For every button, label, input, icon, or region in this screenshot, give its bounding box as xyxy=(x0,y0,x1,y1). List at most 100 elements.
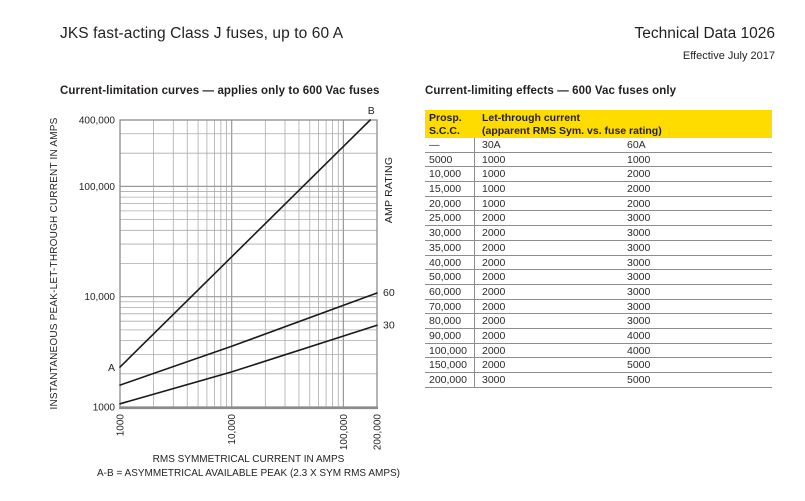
column-header-let-through-current: Let-through current (apparent RMS Sym. v… xyxy=(482,110,772,138)
rating-30a-cell: 2000 xyxy=(482,241,506,254)
x-tick-label: 1000 xyxy=(116,414,127,437)
column-header-line: (apparent RMS Sym. vs. fuse rating) xyxy=(482,124,662,137)
prospective-scc-cell: 150,000 xyxy=(425,358,475,372)
rating-30a-cell: 2000 xyxy=(482,359,506,372)
table-row: 80,000 2000 3000 xyxy=(425,314,772,329)
prospective-scc-cell: 5000 xyxy=(425,152,475,167)
rating-60a-cell: 3000 xyxy=(627,315,651,328)
x-axis-caption: RMS SYMMETRICAL CURRENT IN AMPS xyxy=(153,454,345,465)
prospective-scc-cell: 80,000 xyxy=(425,314,475,328)
curve-label-30: 30 xyxy=(383,319,395,331)
y-tick-label: 1000 xyxy=(93,403,116,414)
rating-60a-cell: 4000 xyxy=(627,344,651,357)
rating-60a-cell: 3000 xyxy=(627,227,651,240)
table-row: 15,000 1000 2000 xyxy=(425,182,772,197)
rating-60a-cell: 60A xyxy=(627,139,646,151)
table-subheader-row: — 30A 60A xyxy=(425,138,772,153)
table-row: 100,000 2000 4000 xyxy=(425,343,772,359)
table-header-row: Prosp. S.C.C. Let-through current (appar… xyxy=(425,110,772,138)
x-tick-label: 100,000 xyxy=(339,414,350,451)
rating-30a-cell: 3000 xyxy=(482,374,506,386)
prospective-scc-cell: 90,000 xyxy=(425,328,475,343)
page-title: JKS fast-acting Class J fuses, up to 60 … xyxy=(60,25,344,42)
rating-30a-cell: 1000 xyxy=(482,153,506,166)
rating-60a-cell: 3000 xyxy=(627,300,651,313)
curve-60A-fuse-peak-let-through xyxy=(119,292,378,386)
curve-label-B: B xyxy=(368,105,375,117)
rating-30a-cell: 1000 xyxy=(482,168,506,181)
curve-label-A: A xyxy=(108,362,115,374)
x-tick-label: 200,000 xyxy=(373,414,384,451)
table-row: 150,000 2000 5000 xyxy=(425,358,772,373)
prospective-scc-cell: — xyxy=(425,138,475,152)
table-body: —30A 60A 5000 1000 1000 10,000 1000 2000 15,000 1… xyxy=(425,138,772,388)
column-header-line: Prosp. xyxy=(429,112,462,124)
column-header-line: Let-through current xyxy=(482,112,580,124)
right-axis-title: AMP RATING xyxy=(383,157,395,223)
prospective-scc-cell: 35,000 xyxy=(425,240,475,255)
table-row: 70,000 2000 3000 xyxy=(425,299,772,315)
current-limitation-chart: A B 60 30 1000 10,000 100,000 400,000 1000 10,000… xyxy=(49,105,400,479)
prospective-scc-cell: 25,000 xyxy=(425,211,475,226)
rating-60a-cell: 2000 xyxy=(627,183,651,196)
rating-30a-cell: 1000 xyxy=(482,183,506,196)
table-row: 25,000 2000 3000 xyxy=(425,211,772,227)
effective-date: Effective July 2017 xyxy=(682,50,775,62)
prospective-scc-cell: 50,000 xyxy=(425,270,475,284)
rating-60a-cell: 2000 xyxy=(627,197,651,210)
table-row: 10,000 1000 2000 xyxy=(425,167,772,183)
prospective-scc-cell: 20,000 xyxy=(425,196,475,211)
rating-60a-cell: 3000 xyxy=(627,271,651,284)
curve-label-60: 60 xyxy=(383,287,395,299)
rating-30a-cell: 2000 xyxy=(482,300,506,313)
rating-30a-cell: 1000 xyxy=(482,197,506,210)
table-row: 40,000 2000 3000 xyxy=(425,255,772,271)
prospective-scc-cell: 15,000 xyxy=(425,182,475,196)
table-row: 20,000 1000 2000 xyxy=(425,196,772,212)
rating-60a-cell: 3000 xyxy=(627,212,651,225)
rating-30a-cell: 2000 xyxy=(482,344,506,357)
table-row: 90,000 2000 4000 xyxy=(425,328,772,344)
y-tick-label: 400,000 xyxy=(79,116,116,127)
rating-30a-cell: 2000 xyxy=(482,256,506,269)
y-axis-title: INSTANTANEOUS PEAK-LET-THROUGH CURRENT I… xyxy=(49,117,60,409)
document-meta: Technical Data 1026 Effective July 2017 xyxy=(635,25,775,62)
chart-section-title: Current-limitation curves — applies only… xyxy=(60,85,380,97)
rating-30a-cell: 2000 xyxy=(482,329,506,342)
column-header-line: S.C.C. xyxy=(429,124,460,137)
rating-30a-cell: 2000 xyxy=(482,212,506,225)
prospective-scc-cell: 40,000 xyxy=(425,255,475,270)
prospective-scc-cell: 30,000 xyxy=(425,226,475,240)
rating-30a-cell: 2000 xyxy=(482,271,506,284)
y-tick-label: 10,000 xyxy=(84,292,115,303)
y-tick-label: 100,000 xyxy=(79,182,116,193)
table-row: 35,000 2000 3000 xyxy=(425,240,772,256)
rating-30a-cell: 2000 xyxy=(482,227,506,240)
table-row: 200,000 3000 5000 xyxy=(425,373,772,388)
table-row: 50,000 2000 3000 xyxy=(425,270,772,285)
current-limiting-effects-table: Prosp. S.C.C. Let-through current (appar… xyxy=(425,110,772,388)
rating-30a-cell: 2000 xyxy=(482,315,506,328)
a-b-definition-caption: A-B = ASYMMETRICAL AVAILABLE PEAK (2.3 X… xyxy=(97,468,400,479)
table-row: 30,000 2000 3000 xyxy=(425,226,772,241)
document-number: Technical Data 1026 xyxy=(634,25,775,42)
column-header-prospective-scc: Prosp. S.C.C. xyxy=(425,110,482,138)
prospective-scc-cell: 200,000 xyxy=(425,373,475,387)
curve-30A-fuse-peak-let-through xyxy=(119,324,378,405)
curve-asymmetrical-available-peak-A-B xyxy=(119,119,372,368)
prospective-scc-cell: 70,000 xyxy=(425,299,475,314)
rating-60a-cell: 5000 xyxy=(627,359,651,372)
x-tick-label: 10,000 xyxy=(227,414,238,445)
table-row: 60,000 2000 3000 xyxy=(425,284,772,300)
rating-60a-cell: 3000 xyxy=(627,285,651,298)
rating-60a-cell: 1000 xyxy=(627,153,651,166)
table-row: 5000 1000 1000 xyxy=(425,152,772,168)
rating-60a-cell: 3000 xyxy=(627,256,651,269)
rating-60a-cell: 2000 xyxy=(627,168,651,181)
rating-30a-cell: 2000 xyxy=(482,285,506,298)
table-section-title: Current-limiting effects — 600 Vac fuses… xyxy=(425,85,677,97)
rating-60a-cell: 3000 xyxy=(627,241,651,254)
rating-60a-cell: 5000 xyxy=(627,374,651,386)
prospective-scc-cell: 10,000 xyxy=(425,167,475,182)
rating-60a-cell: 4000 xyxy=(627,329,651,342)
